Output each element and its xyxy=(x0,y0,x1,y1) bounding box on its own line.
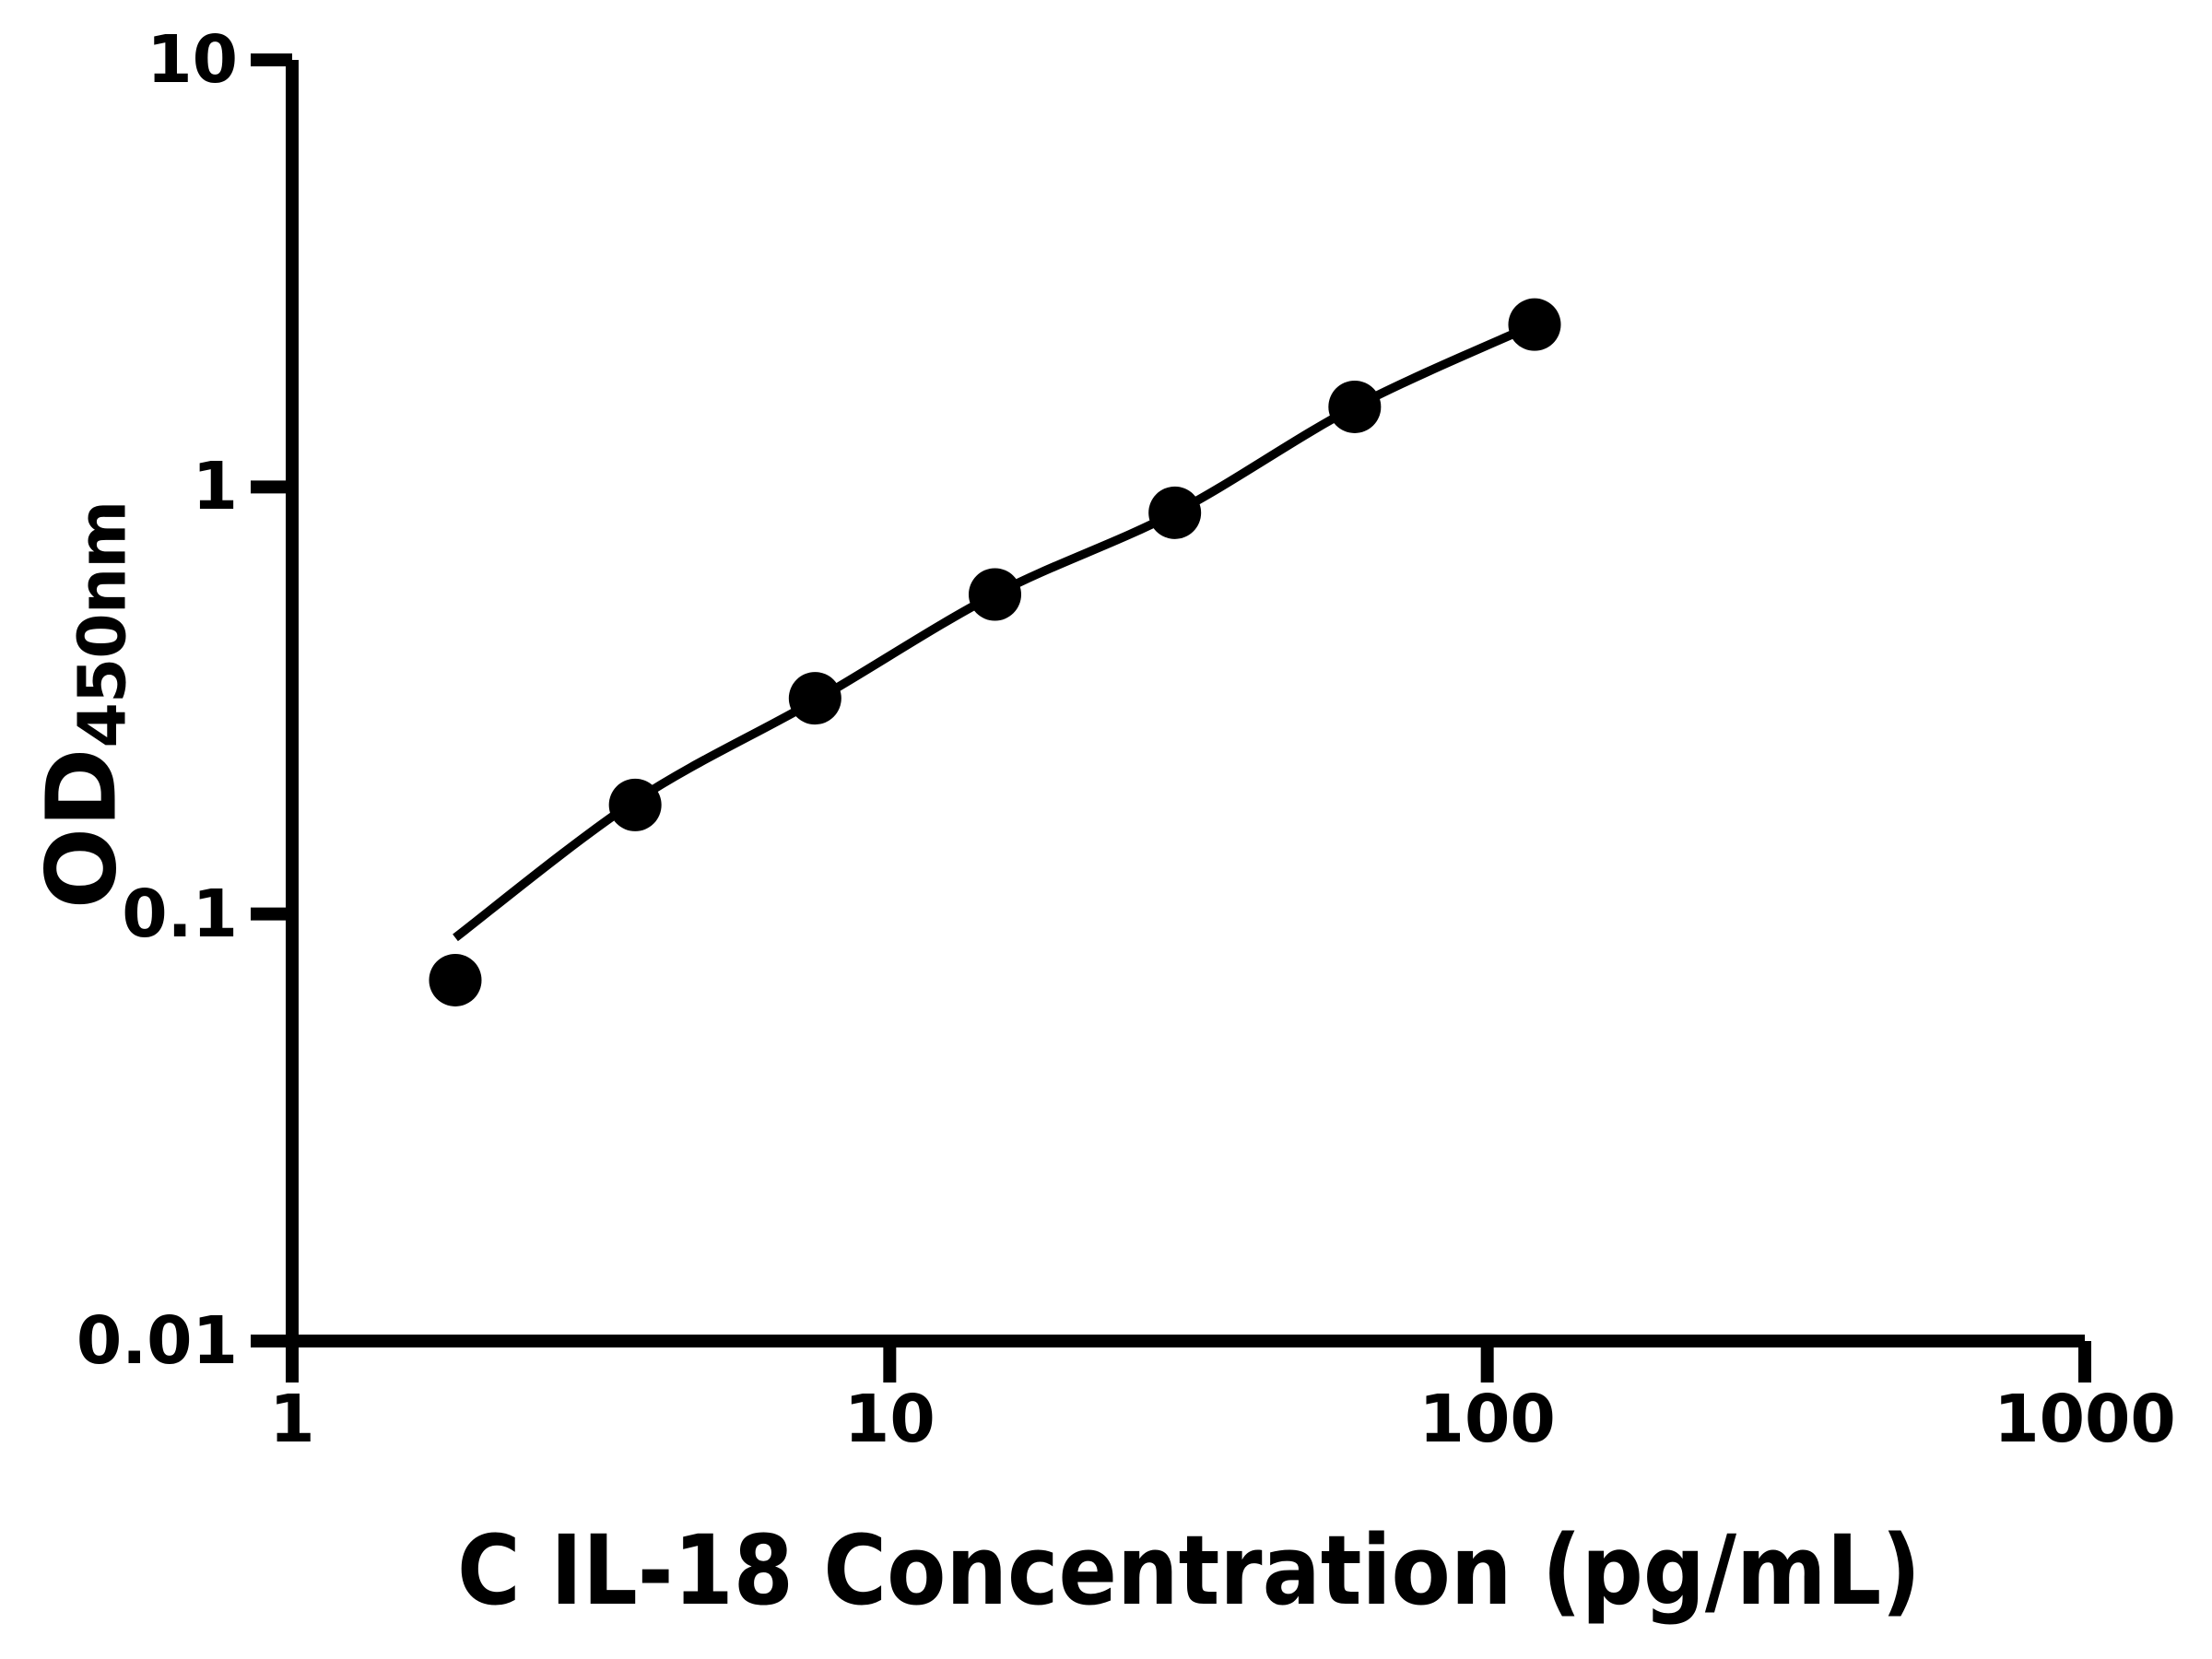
x-tick-label: 100 xyxy=(1418,1381,1556,1457)
y-axis-title-subscript: 450nm xyxy=(64,500,141,748)
y-tick-label: 0.01 xyxy=(76,1302,238,1379)
data-point-marker xyxy=(788,672,841,725)
y-axis-title-main: OD xyxy=(25,747,138,910)
x-tick-label: 1000 xyxy=(1994,1381,2176,1457)
y-tick-label: 0.1 xyxy=(122,875,238,952)
data-point-marker xyxy=(429,953,482,1006)
data-point-marker xyxy=(608,778,662,831)
data-point-marker xyxy=(1508,298,1561,351)
data-point-marker xyxy=(1328,380,1382,433)
x-axis-title: C IL-18 Concentration (pg/mL) xyxy=(456,1514,1922,1627)
y-tick-label: 10 xyxy=(147,21,238,98)
y-axis-title: OD450nm xyxy=(24,501,159,909)
x-tick-label: 10 xyxy=(843,1381,935,1457)
axis-line xyxy=(286,60,2085,1347)
data-point-marker xyxy=(1148,486,1202,539)
data-point-marker xyxy=(968,568,1021,621)
y-tick-label: 1 xyxy=(192,448,238,525)
x-tick-label: 1 xyxy=(269,1381,315,1457)
